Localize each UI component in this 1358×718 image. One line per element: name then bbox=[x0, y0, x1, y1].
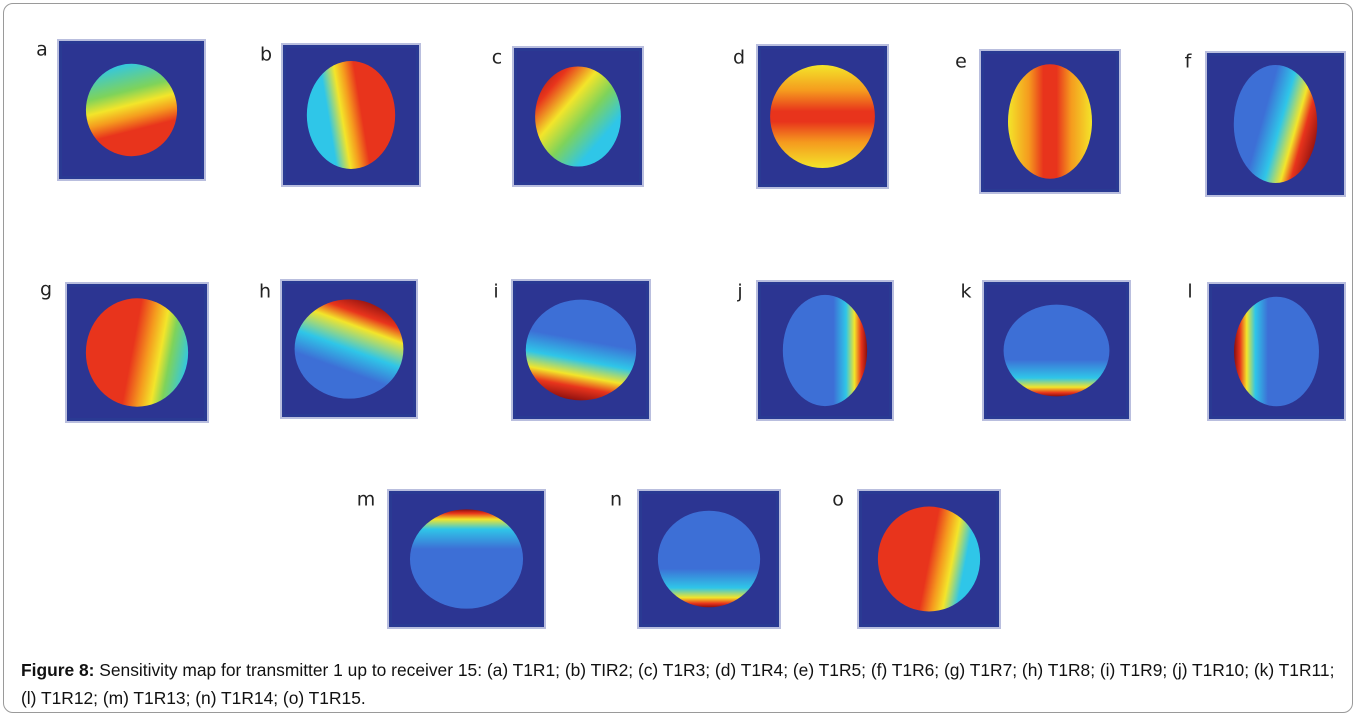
sensitivity-map bbox=[878, 507, 980, 612]
sensitivity-map bbox=[1234, 297, 1319, 407]
caption-text: Sensitivity map for transmitter 1 up to … bbox=[21, 660, 1334, 708]
panel-label: c bbox=[492, 47, 502, 69]
sensitivity-map bbox=[770, 65, 875, 168]
panel-label: o bbox=[832, 489, 844, 511]
panel-label: n bbox=[610, 489, 622, 511]
sensitivity-map bbox=[783, 295, 867, 406]
sensitivity-map bbox=[1004, 305, 1110, 397]
sensitivity-map bbox=[1008, 64, 1092, 178]
caption-label: Figure 8: bbox=[21, 660, 94, 680]
panel-label: k bbox=[960, 281, 971, 303]
panel-label: m bbox=[357, 489, 376, 511]
figure-caption: Figure 8: Sensitivity map for transmitte… bbox=[21, 656, 1353, 712]
sensitivity-map bbox=[307, 61, 395, 169]
panel-label: g bbox=[40, 279, 52, 301]
figure-panels: a b c d e f g h i j k l m n o bbox=[0, 0, 1358, 650]
panel-label: f bbox=[1185, 51, 1193, 73]
sensitivity-map bbox=[526, 300, 636, 401]
panel-label: j bbox=[736, 281, 742, 303]
sensitivity-map bbox=[410, 509, 523, 608]
panel-label: h bbox=[259, 281, 271, 303]
panel-label: b bbox=[260, 44, 272, 66]
panel-label: e bbox=[955, 51, 967, 73]
panel-label: a bbox=[36, 39, 48, 61]
page: {"figure": { "panels": ["a","b","c","d",… bbox=[0, 0, 1358, 718]
panel-label: i bbox=[493, 281, 498, 303]
sensitivity-map bbox=[86, 64, 177, 156]
panel-label: l bbox=[1187, 281, 1192, 303]
sensitivity-map bbox=[658, 511, 760, 608]
sensitivity-map bbox=[535, 66, 621, 166]
panel-label: d bbox=[733, 47, 745, 69]
sensitivity-map bbox=[86, 298, 188, 406]
sensitivity-map bbox=[295, 299, 404, 398]
sensitivity-map bbox=[1234, 65, 1317, 183]
